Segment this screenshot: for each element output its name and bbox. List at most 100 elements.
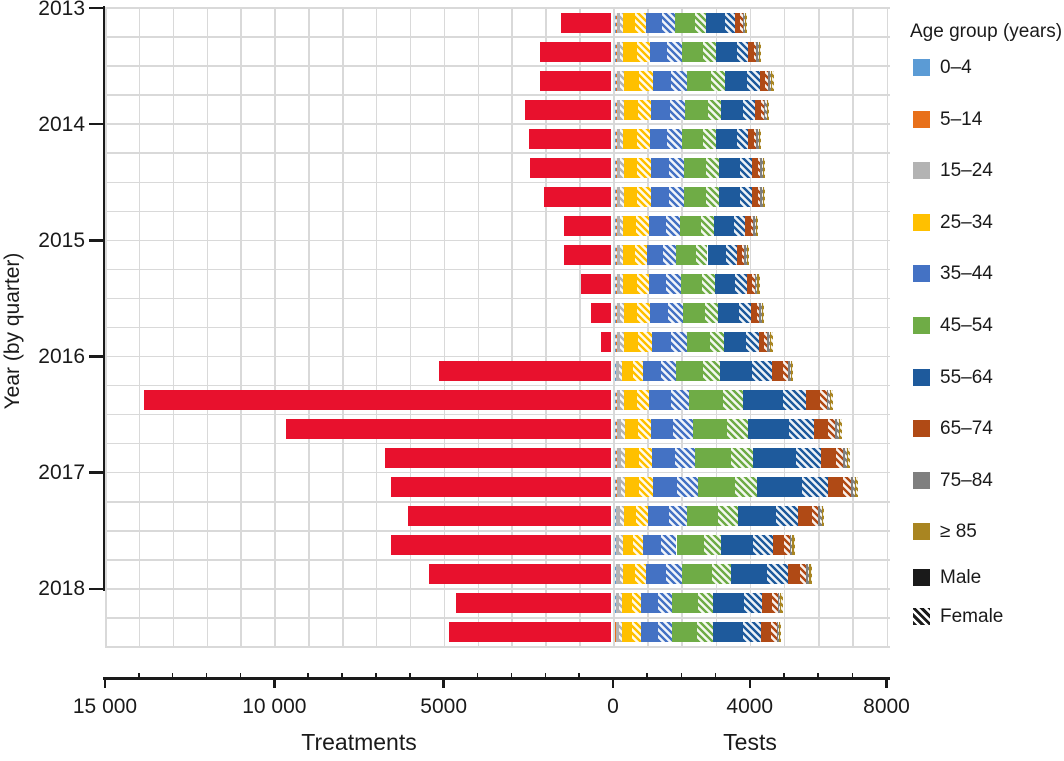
tests-segment-male-25–34	[624, 70, 639, 91]
tests-segment-female-25–34	[632, 361, 643, 382]
x-axis-minor-tick	[205, 672, 208, 678]
tests-segment-female-55–64	[745, 332, 759, 353]
tests-segment-male-25–34	[624, 448, 639, 469]
tests-segment-female-≥ 85	[745, 12, 747, 33]
tests-segment-male-55–64	[752, 448, 796, 469]
tests-segment-female-15–24	[619, 593, 623, 614]
tests-segment-male-5–14	[615, 302, 617, 323]
legend-item-male: Male	[908, 568, 1058, 588]
tests-segment-male-15–24	[616, 302, 621, 323]
treatments-bar	[543, 186, 612, 207]
tests-segment-male-35–44	[646, 12, 662, 33]
tests-segment-female-35–44	[675, 448, 696, 469]
tests-segment-male-45–54	[676, 244, 696, 265]
x-axis-minor-tick	[239, 672, 242, 678]
tests-segment-male-55–64	[718, 302, 740, 323]
year-tick	[89, 239, 103, 242]
legend-item-label: 65–74	[940, 418, 993, 440]
tests-segment-female-65–74	[843, 477, 851, 498]
tests-segment-male-65–74	[813, 419, 828, 440]
tests-segment-male-≥ 85	[763, 157, 765, 178]
horizontal-gridline	[105, 413, 890, 416]
tests-segment-male-≥ 85	[846, 448, 849, 469]
tests-segment-male-55–64	[730, 564, 767, 585]
tests-segment-female-65–74	[752, 273, 755, 294]
tests-segment-male-75–84	[756, 41, 758, 62]
tests-segment-female-45–54	[703, 128, 717, 149]
tests-segment-male-35–44	[650, 157, 669, 178]
tests-segment-female-35–44	[677, 477, 698, 498]
tests-segment-male-45–54	[685, 99, 708, 120]
tests-segment-female-15–24	[620, 448, 625, 469]
legend-item-label: 35–44	[940, 263, 993, 285]
tests-segment-female-65–74	[760, 99, 764, 120]
tests-segment-female-75–84	[791, 535, 793, 556]
tests-segment-male-65–74	[761, 622, 772, 643]
tests-segment-female-35–44	[658, 593, 673, 614]
tests-segment-male-75–84	[744, 244, 746, 265]
x-axis-tick-label: 0	[607, 695, 619, 718]
tests-segment-female-≥ 85	[856, 477, 858, 498]
tests-segment-female-35–44	[668, 186, 684, 207]
tests-segment-male-35–44	[650, 186, 669, 207]
tests-segment-male-25–34	[621, 622, 632, 643]
tests-segment-male-15–24	[616, 361, 620, 382]
legend-item-label: 5–14	[940, 108, 983, 130]
tests-segment-female-≥ 85	[772, 70, 774, 91]
x-axis-major-tick	[442, 677, 445, 688]
tests-segment-male-15–24	[616, 215, 620, 236]
tests-segment-male-15–24	[616, 99, 621, 120]
tests-segment-female-55–64	[739, 302, 752, 323]
tests-segment-female-25–34	[637, 99, 652, 120]
tests-segment-female-55–64	[752, 361, 772, 382]
horizontal-gridline	[105, 530, 890, 532]
legend-item-age-5–14: 5–14	[908, 110, 1058, 130]
tests-segment-female-35–44	[668, 157, 684, 178]
tests-segment-male-55–64	[757, 477, 802, 498]
tests-segment-male-75–84	[835, 419, 838, 440]
tests-segment-female-≥ 85	[764, 186, 766, 207]
tests-segment-male-5–14	[615, 41, 617, 62]
tests-segment-female-15–24	[619, 273, 624, 294]
legend-item-label: Male	[940, 567, 982, 588]
tests-segment-male-65–74	[827, 477, 844, 498]
tests-segment-male-25–34	[622, 12, 635, 33]
tests-segment-male-65–74	[798, 506, 812, 527]
tests-segment-male-15–24	[616, 128, 621, 149]
tests-segment-female-75–84	[828, 390, 830, 411]
tests-segment-female-25–34	[639, 477, 654, 498]
horizontal-gridline	[105, 181, 890, 184]
tests-segment-male-75–84	[767, 332, 769, 353]
tests-segment-male-75–84	[777, 593, 780, 614]
tests-segment-male-≥ 85	[779, 622, 781, 643]
x-axis-major-tick	[885, 677, 888, 688]
tests-segment-female-25–34	[638, 332, 653, 353]
horizontal-gridline	[105, 588, 890, 590]
tests-segment-male-35–44	[641, 593, 659, 614]
horizontal-gridline	[105, 297, 890, 300]
tests-segment-female-65–74	[764, 332, 768, 353]
tests-segment-male-≥ 85	[771, 70, 773, 91]
tests-segment-male-25–34	[623, 157, 638, 178]
tests-segment-female-35–44	[665, 564, 683, 585]
legend-title: Age group (years)	[910, 21, 1063, 42]
tests-segment-female-75–84	[808, 564, 810, 585]
tests-segment-female-65–74	[740, 12, 743, 33]
tests-segment-female-15–24	[620, 157, 624, 178]
tests-segment-male-65–74	[736, 244, 742, 265]
tests-segment-female-65–74	[756, 302, 760, 323]
tests-segment-female-55–64	[724, 12, 736, 33]
tests-segment-male-35–44	[645, 564, 666, 585]
year-tick	[89, 587, 103, 591]
tests-segment-male-75–84	[843, 448, 846, 469]
tests-segment-female-15–24	[620, 128, 624, 149]
legend-item-label: 15–24	[940, 160, 993, 182]
tests-segment-female-≥ 85	[822, 506, 825, 527]
tests-segment-male-45–54	[682, 564, 713, 585]
tests-segment-male-≥ 85	[766, 99, 768, 120]
tests-segment-male-75–84	[788, 361, 790, 382]
x-axis-major-tick	[103, 677, 107, 688]
tests-segment-male-45–54	[698, 477, 735, 498]
tests-segment-female-55–64	[739, 157, 753, 178]
male-swatch-icon	[913, 569, 930, 586]
